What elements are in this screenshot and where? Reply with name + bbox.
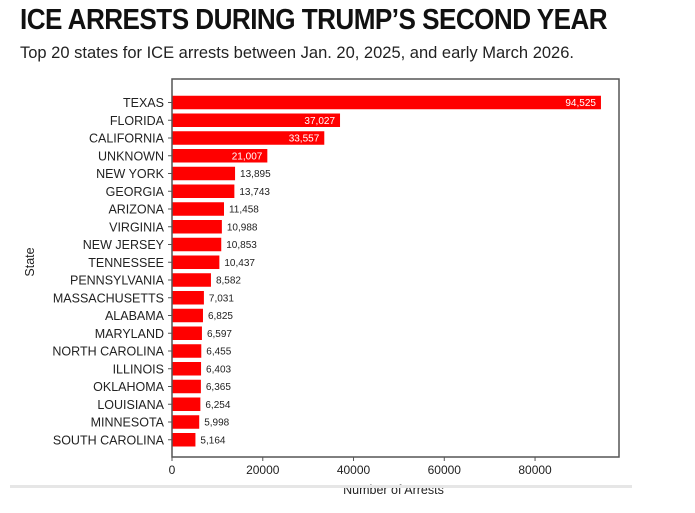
value-label: 21,007 (232, 151, 263, 162)
chart-title: ICE ARRESTS DURING TRUMP’S SECOND YEAR (20, 4, 608, 36)
bar-alabama (172, 308, 203, 323)
value-label: 6,403 (206, 364, 231, 375)
bar-south-carolina (172, 433, 196, 447)
category-label: MASSACHUSETTS (53, 291, 164, 305)
y-axis-title: State (23, 247, 37, 276)
x-tick-label: 80000 (518, 463, 552, 477)
category-label: CALIFORNIA (89, 132, 165, 146)
value-label: 10,853 (226, 240, 257, 251)
value-label: 13,895 (240, 169, 271, 180)
bars-layer (172, 95, 601, 447)
category-label: FLORIDA (110, 114, 165, 128)
value-label: 37,027 (304, 116, 335, 127)
bar-georgia (172, 184, 235, 198)
category-label: NEW JERSEY (83, 238, 165, 252)
value-label: 7,031 (209, 293, 234, 304)
bar-louisiana (172, 397, 201, 411)
value-label: 5,164 (200, 435, 225, 446)
category-label: NEW YORK (96, 167, 164, 181)
category-label: GEORGIA (106, 185, 165, 199)
bar-california (172, 131, 325, 145)
chart-subtitle: Top 20 states for ICE arrests between Ja… (20, 44, 574, 62)
bar-virginia (172, 220, 222, 234)
bar-north-carolina (172, 344, 202, 358)
category-label: ALABAMA (105, 309, 165, 323)
value-label: 10,437 (224, 258, 255, 269)
value-label: 5,998 (204, 418, 229, 429)
category-label: VIRGINIA (109, 220, 165, 234)
category-label: NORTH CAROLINA (52, 345, 164, 359)
value-label: 6,455 (206, 347, 231, 358)
value-label: 6,365 (206, 382, 231, 393)
x-tick-label: 60000 (428, 463, 462, 477)
bar-maryland (172, 326, 202, 340)
category-label: ARIZONA (108, 203, 164, 217)
bar-new-york (172, 166, 236, 181)
value-label: 10,988 (227, 222, 258, 233)
value-label: 6,254 (205, 400, 230, 411)
category-label: OKLAHOMA (93, 380, 165, 394)
bar-illinois (172, 362, 202, 376)
plot-frame (171, 78, 620, 458)
bar-minnesota (172, 415, 200, 429)
category-label: PENNSYLVANIA (70, 274, 165, 288)
category-label: TENNESSEE (88, 256, 164, 270)
bar-texas (172, 95, 601, 110)
bar-unknown (172, 149, 268, 163)
category-label: MARYLAND (95, 327, 164, 341)
x-tick-label: 20000 (246, 463, 280, 477)
category-label: LOUISIANA (97, 398, 164, 412)
value-label: 94,525 (565, 98, 596, 109)
bar-arizona (172, 202, 224, 216)
category-label: MINNESOTA (91, 416, 165, 430)
x-tick-label: 0 (169, 463, 176, 477)
value-label: 33,557 (289, 134, 320, 145)
category-label: UNKNOWN (98, 149, 164, 163)
bar-tennessee (172, 255, 220, 269)
value-label: 11,458 (229, 205, 259, 216)
x-axis-ticks: 0 20000 40000 60000 80000 (169, 457, 552, 477)
value-labels: 94,525 37,027 33,557 21,007 13,895 13,743 11,4… (200, 98, 596, 446)
value-label: 8,582 (216, 276, 241, 287)
category-label: ILLINOIS (113, 362, 164, 376)
category-labels: TEXAS FLORIDA CALIFORNIA UNKNOWN NEW YORK GEO… (52, 96, 172, 447)
bar-pennsylvania (172, 273, 211, 287)
bar-massachusetts (172, 291, 204, 305)
x-tick-label: 40000 (337, 463, 371, 477)
category-label: SOUTH CAROLINA (53, 433, 165, 447)
value-label: 6,597 (207, 329, 232, 340)
value-label: 6,825 (208, 311, 233, 322)
category-label: TEXAS (123, 96, 164, 110)
footer-divider (10, 485, 632, 488)
bar-oklahoma (172, 379, 201, 394)
value-label: 13,743 (239, 187, 270, 198)
bar-new-jersey (172, 237, 222, 252)
bar-florida (172, 113, 341, 127)
